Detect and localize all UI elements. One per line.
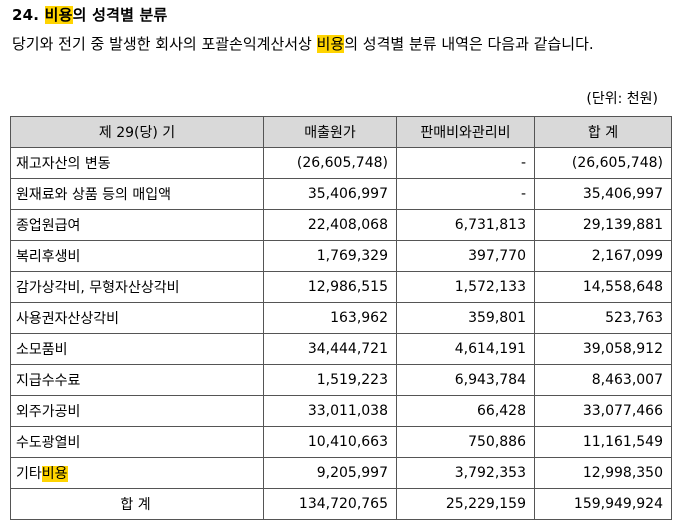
- paragraph-text: 당기와 전기 중 발생한 회사의 포괄손익계산서상: [12, 35, 317, 53]
- table-row: 소모품비 34,444,721 4,614,191 39,058,912: [10, 333, 672, 365]
- total-cell: 39,058,912: [534, 333, 672, 365]
- sga-cell: 6,943,784: [396, 364, 535, 396]
- total-cell: (26,605,748): [534, 147, 672, 179]
- header-total: 합 계: [534, 116, 672, 148]
- row-label-prefix: 기타: [16, 466, 42, 482]
- cost-of-sales-cell: 22,408,068: [263, 209, 397, 241]
- total-cell: 2,167,099: [534, 240, 672, 272]
- unit-note: (단위: 천원): [586, 91, 658, 107]
- section-number: 24.: [12, 6, 40, 24]
- sga-cell: 359,801: [396, 302, 535, 334]
- row-label: 소모품비: [10, 333, 264, 365]
- row-label: 감가상각비, 무형자산상각비: [10, 271, 264, 303]
- total-sga-cell: 25,229,159: [396, 488, 535, 520]
- total-cell: 35,406,997: [534, 178, 672, 210]
- row-label: 사용권자산상각비: [10, 302, 264, 334]
- header-period: 제 29(당) 기: [10, 116, 264, 148]
- paragraph-text: 의 성격별 분류 내역은 다음과 같습니다.: [344, 35, 594, 53]
- total-cell: 14,558,648: [534, 271, 672, 303]
- heading-text: 의 성격별 분류: [72, 6, 168, 24]
- cost-of-sales-cell: 12,986,515: [263, 271, 397, 303]
- table-row: 감가상각비, 무형자산상각비 12,986,515 1,572,133 14,5…: [10, 271, 672, 303]
- table-header-row: 제 29(당) 기 매출원가 판매비와관리비 합 계: [10, 116, 672, 148]
- row-label: 외주가공비: [10, 395, 264, 427]
- sga-cell: 1,572,133: [396, 271, 535, 303]
- cost-of-sales-cell: 163,962: [263, 302, 397, 334]
- cost-of-sales-cell: 35,406,997: [263, 178, 397, 210]
- sga-cell: 750,886: [396, 426, 535, 458]
- description-paragraph: 당기와 전기 중 발생한 회사의 포괄손익계산서상 비용의 성격별 분류 내역은…: [12, 32, 672, 57]
- sga-cell: -: [396, 147, 535, 179]
- cost-of-sales-cell: (26,605,748): [263, 147, 397, 179]
- total-cost-of-sales-cell: 134,720,765: [263, 488, 397, 520]
- cost-of-sales-cell: 9,205,997: [263, 457, 397, 489]
- section-heading: 24. 비용의 성격별 분류: [12, 4, 168, 25]
- table-row: 재고자산의 변동 (26,605,748) - (26,605,748): [10, 147, 672, 179]
- expense-by-nature-table: 제 29(당) 기 매출원가 판매비와관리비 합 계 재고자산의 변동 (26,…: [10, 116, 672, 520]
- sga-cell: -: [396, 178, 535, 210]
- sga-cell: 3,792,353: [396, 457, 535, 489]
- row-label: 원재료와 상품 등의 매입액: [10, 178, 264, 210]
- total-cell: 11,161,549: [534, 426, 672, 458]
- table-row: 기타비용 9,205,997 3,792,353 12,998,350: [10, 457, 672, 489]
- row-label: 복리후생비: [10, 240, 264, 272]
- row-label: 수도광열비: [10, 426, 264, 458]
- header-sga: 판매비와관리비: [396, 116, 535, 148]
- row-label: 기타비용: [10, 457, 264, 489]
- highlighted-term: 비용: [44, 6, 73, 24]
- table-row: 지급수수료 1,519,223 6,943,784 8,463,007: [10, 364, 672, 396]
- highlighted-term: 비용: [316, 35, 345, 53]
- highlighted-term: 비용: [41, 466, 68, 482]
- row-label: 재고자산의 변동: [10, 147, 264, 179]
- sga-cell: 397,770: [396, 240, 535, 272]
- row-label: 지급수수료: [10, 364, 264, 396]
- total-cell: 33,077,466: [534, 395, 672, 427]
- table-total-row: 합 계 134,720,765 25,229,159 159,949,924: [10, 488, 672, 520]
- total-cell: 523,763: [534, 302, 672, 334]
- cost-of-sales-cell: 10,410,663: [263, 426, 397, 458]
- cost-of-sales-cell: 1,769,329: [263, 240, 397, 272]
- table-row: 원재료와 상품 등의 매입액 35,406,997 - 35,406,997: [10, 178, 672, 210]
- sga-cell: 4,614,191: [396, 333, 535, 365]
- cost-of-sales-cell: 33,011,038: [263, 395, 397, 427]
- header-cost-of-sales: 매출원가: [263, 116, 397, 148]
- row-label: 종업원급여: [10, 209, 264, 241]
- grand-total-cell: 159,949,924: [534, 488, 672, 520]
- table-row: 복리후생비 1,769,329 397,770 2,167,099: [10, 240, 672, 272]
- sga-cell: 66,428: [396, 395, 535, 427]
- total-cell: 8,463,007: [534, 364, 672, 396]
- table-row: 외주가공비 33,011,038 66,428 33,077,466: [10, 395, 672, 427]
- table-row: 사용권자산상각비 163,962 359,801 523,763: [10, 302, 672, 334]
- cost-of-sales-cell: 34,444,721: [263, 333, 397, 365]
- table-row: 수도광열비 10,410,663 750,886 11,161,549: [10, 426, 672, 458]
- table-row: 종업원급여 22,408,068 6,731,813 29,139,881: [10, 209, 672, 241]
- sga-cell: 6,731,813: [396, 209, 535, 241]
- total-cell: 12,998,350: [534, 457, 672, 489]
- total-row-label: 합 계: [10, 488, 264, 520]
- total-cell: 29,139,881: [534, 209, 672, 241]
- cost-of-sales-cell: 1,519,223: [263, 364, 397, 396]
